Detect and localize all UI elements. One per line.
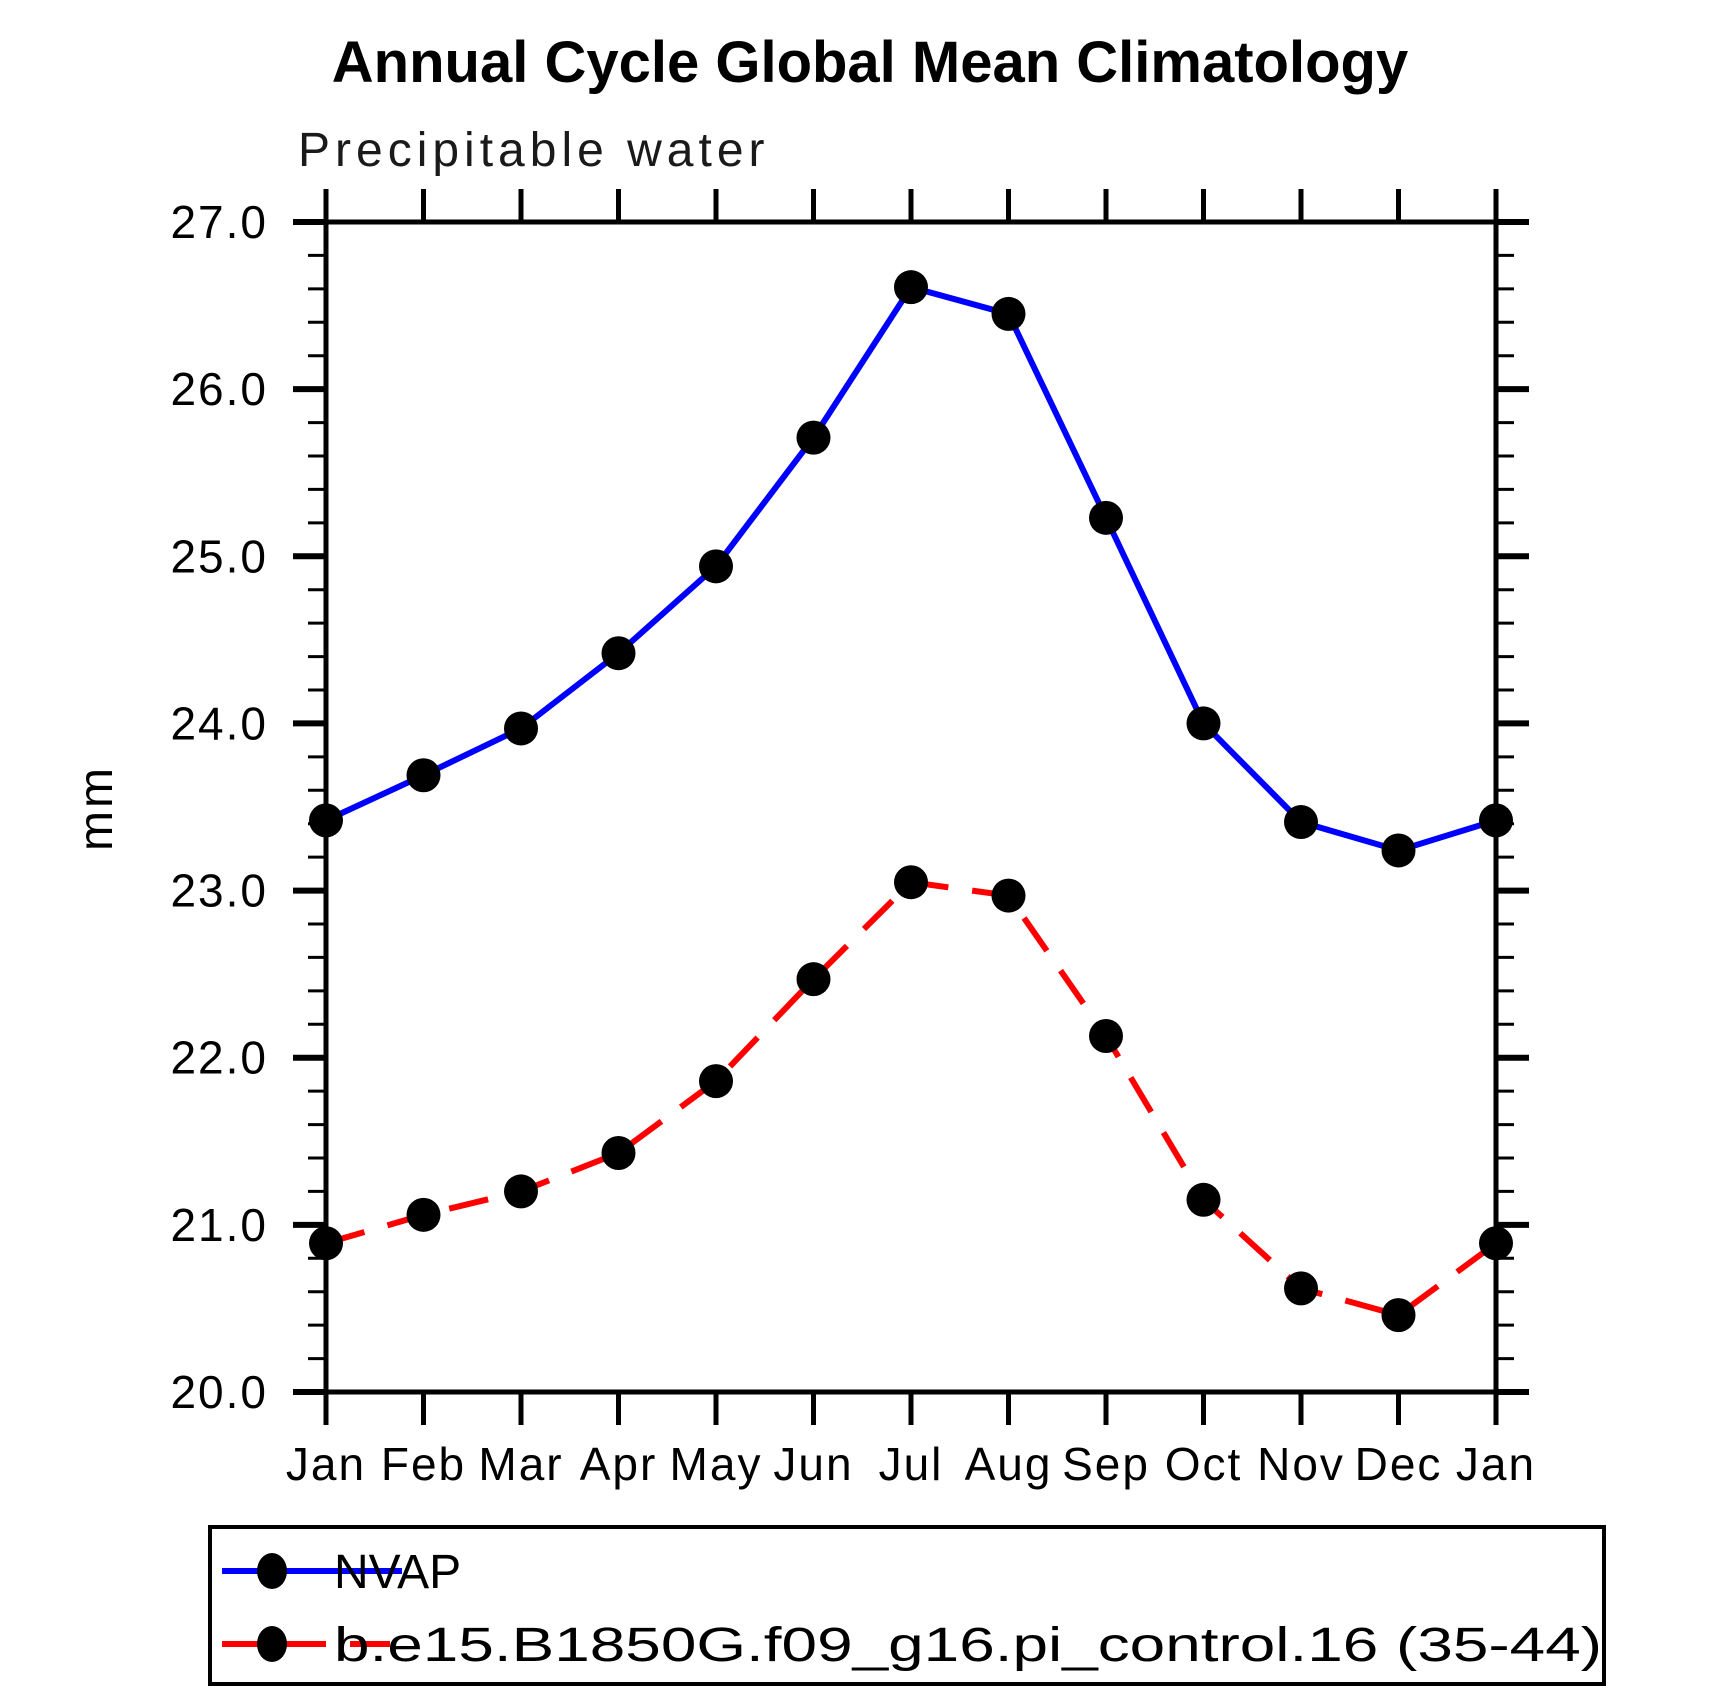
series-line-nvap: [324, 283, 1497, 854]
data-point: [796, 420, 831, 455]
series-line-model: [325, 879, 1498, 1319]
data-point: [504, 1174, 538, 1209]
y-tick-label: 21.0: [170, 1199, 268, 1251]
y-tick-label: 22.0: [170, 1032, 268, 1084]
data-point: [1381, 1298, 1416, 1333]
plot-area: Jan Feb Mar Apr May Jun Jul Aug Sep Oct Nov Dec Jan2…: [170, 189, 1536, 1490]
y-tick-label: 24.0: [170, 697, 268, 749]
y-tick-label: 26.0: [170, 363, 268, 415]
data-point: [309, 1226, 343, 1261]
data-point: [1479, 1226, 1513, 1261]
x-tick-label: Jan: [286, 1438, 366, 1490]
y-tick-label: 23.0: [170, 865, 268, 917]
legend-marker-nvap: [257, 1553, 287, 1589]
chart-subtitle: Precipitable water: [298, 124, 770, 177]
data-point: [894, 865, 928, 900]
legend-label-nvap: NVAP: [334, 1546, 461, 1599]
x-tick-label: Sep: [1062, 1438, 1150, 1490]
x-tick-label: Jul: [879, 1438, 944, 1490]
y-axis-title: mm: [70, 765, 123, 851]
data-point: [894, 270, 928, 305]
x-tick-label: Nov: [1257, 1438, 1345, 1490]
x-tick-label: Mar: [478, 1438, 563, 1490]
data-point: [991, 878, 1026, 913]
data-point: [1284, 805, 1318, 840]
legend-box: [208, 1525, 1606, 1686]
x-tick-label: Feb: [381, 1438, 466, 1490]
y-tick-label: 20.0: [170, 1366, 268, 1418]
data-point: [699, 1064, 733, 1099]
data-point: [991, 296, 1026, 331]
data-point: [406, 1197, 441, 1232]
legend: NVAP b.e15.B1850G.f09_g16.pi_control.16 …: [208, 1525, 1606, 1686]
data-point: [309, 803, 343, 838]
data-point: [406, 758, 441, 793]
data-point: [1186, 1182, 1221, 1217]
legend-marker-model: [257, 1626, 287, 1662]
legend-label-model: b.e15.B1850G.f09_g16.pi_control.16 (35-4…: [334, 1619, 1602, 1672]
x-tick-label: Jan: [1456, 1438, 1536, 1490]
x-tick-label: Jun: [773, 1438, 853, 1490]
x-tick-label: Aug: [965, 1438, 1053, 1490]
data-point: [699, 549, 733, 584]
data-point: [1089, 500, 1123, 535]
y-tick-label: 27.0: [170, 196, 268, 248]
x-tick-label: Oct: [1165, 1438, 1243, 1490]
data-point: [1186, 706, 1221, 741]
data-point: [504, 711, 538, 746]
data-point: [1284, 1271, 1318, 1306]
data-point: [601, 636, 636, 671]
chart-title: Annual Cycle Global Mean Climatology: [332, 30, 1408, 95]
x-tick-label: Dec: [1355, 1438, 1443, 1490]
plot-frame: [323, 219, 1499, 1395]
data-point: [1089, 1018, 1123, 1053]
data-point: [601, 1135, 636, 1170]
data-point: [1381, 833, 1416, 868]
y-tick-label: 25.0: [170, 530, 268, 582]
data-point: [796, 962, 831, 997]
data-point: [1479, 803, 1513, 838]
x-tick-label: May: [670, 1438, 763, 1490]
x-tick-label: Apr: [580, 1438, 658, 1490]
